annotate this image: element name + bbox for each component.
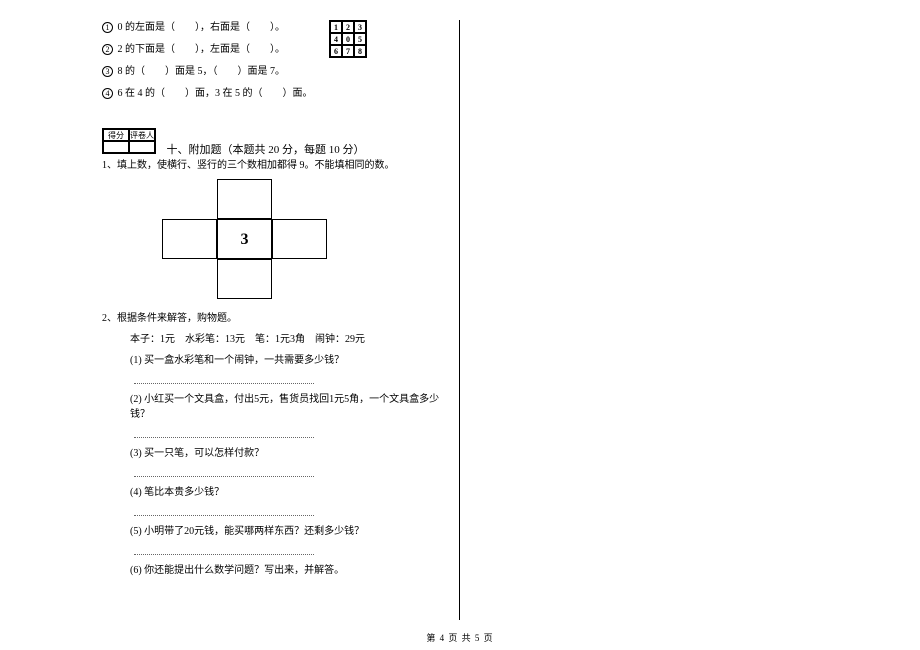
score-header-2: 评卷人 [129, 129, 155, 141]
grid-cell: 3 [354, 21, 366, 33]
sub-q1: (1) 买一盒水彩笔和一个闹钟，一共需要多少钱？ [130, 353, 447, 368]
grid-cell: 7 [342, 45, 354, 57]
q2-text: 2 的下面是（ ），左面是（ ）。 [118, 44, 286, 55]
cross-bottom [217, 259, 272, 299]
grid-cell: 5 [354, 33, 366, 45]
circled-1: 1 [102, 22, 113, 33]
sub-q2: (2) 小红买一个文具盒，付出5元，售货员找回1元5角，一个文具盒多少钱？ [130, 392, 447, 422]
score-box: 得分 评卷人 [102, 128, 156, 154]
grid-cell: 0 [342, 33, 354, 45]
prices-line: 本子：1元 水彩笔：13元 笔：1元3角 闹钟：29元 [130, 332, 447, 347]
answer-line [134, 428, 314, 438]
q1-text: 0 的左面是（ ），右面是（ ）。 [118, 22, 286, 33]
section-10-title: 十、附加题（本题共 20 分，每题 10 分） [167, 144, 365, 156]
circled-4: 4 [102, 88, 113, 99]
grid-cell: 6 [330, 45, 342, 57]
cross-right [272, 219, 327, 259]
answer-line [134, 506, 314, 516]
grid-cell: 4 [330, 33, 342, 45]
sub-q5: (5) 小明带了20元钱，能买哪两样东西？还剩多少钱？ [130, 524, 447, 539]
score-empty [129, 141, 155, 153]
q-line-1: 1 0 的左面是（ ），右面是（ ）。 [102, 20, 447, 36]
score-header-1: 得分 [103, 129, 129, 141]
number-grid-3x3: 1 2 3 4 0 5 6 7 8 [329, 20, 367, 58]
score-empty [103, 141, 129, 153]
answer-line [134, 545, 314, 555]
sub-q6: (6) 你还能提出什么数学问题？写出来，并解答。 [130, 563, 447, 578]
sub-q3: (3) 买一只笔，可以怎样付款？ [130, 446, 447, 461]
q4-text: 6 在 4 的（ ）面，3 在 5 的（ ）面。 [118, 88, 313, 99]
cross-top [217, 179, 272, 219]
q-line-4: 4 6 在 4 的（ ）面，3 在 5 的（ ）面。 [102, 86, 447, 102]
q-line-3: 3 8 的（ ）面是 5，（ ）面是 7。 [102, 64, 447, 80]
answer-line [134, 374, 314, 384]
answer-line [134, 467, 314, 477]
sub-q4: (4) 笔比本贵多少钱？ [130, 485, 447, 500]
grid-cell: 2 [342, 21, 354, 33]
circled-2: 2 [102, 44, 113, 55]
cross-left [162, 219, 217, 259]
cross-center: 3 [217, 219, 272, 259]
q3-text: 8 的（ ）面是 5，（ ）面是 7。 [118, 66, 286, 77]
top-question-block: 1 0 的左面是（ ），右面是（ ）。 2 2 的下面是（ ），左面是（ ）。 … [102, 20, 447, 102]
grid-cell: 1 [330, 21, 342, 33]
page-footer: 第 4 页 共 5 页 [0, 631, 920, 644]
q-line-2: 2 2 的下面是（ ），左面是（ ）。 [102, 42, 447, 58]
right-column-empty [460, 20, 830, 620]
circled-3: 3 [102, 66, 113, 77]
question-1: 1、填上数，使横行、竖行的三个数相加都得 9。不能填相同的数。 [102, 158, 447, 173]
score-section: 得分 评卷人 十、附加题（本题共 20 分，每题 10 分） [102, 108, 447, 158]
cross-diagram: 3 [162, 179, 322, 299]
question-2: 2、根据条件来解答，购物题。 [102, 311, 447, 326]
grid-cell: 8 [354, 45, 366, 57]
